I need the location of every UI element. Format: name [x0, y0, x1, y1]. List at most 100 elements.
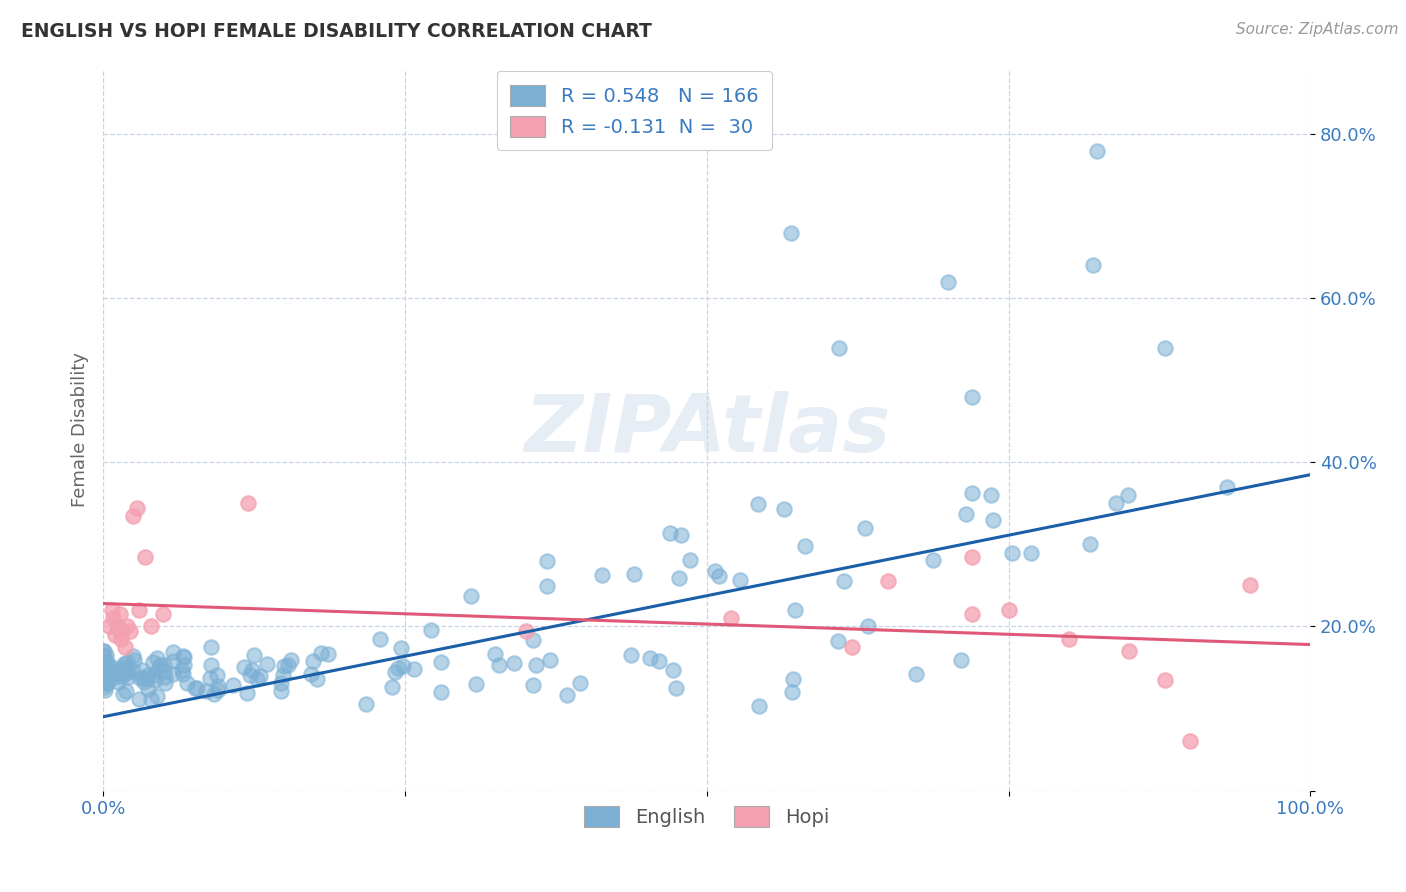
Point	[162, 645, 184, 659]
Point	[430, 685, 453, 699]
Point	[202, 687, 225, 701]
Point	[100, 603, 122, 617]
Point	[136, 681, 159, 696]
Point	[207, 682, 229, 697]
Point	[138, 668, 160, 682]
Point	[96, 655, 118, 669]
Point	[117, 619, 139, 633]
Point	[1118, 488, 1140, 502]
Point	[93, 668, 115, 682]
Point	[172, 667, 194, 681]
Point	[389, 640, 412, 655]
Point	[139, 691, 162, 706]
Point	[273, 659, 295, 673]
Point	[1081, 259, 1104, 273]
Point	[98, 659, 121, 673]
Point	[270, 676, 292, 690]
Point	[207, 679, 229, 693]
Point	[460, 589, 482, 603]
Point	[91, 659, 114, 673]
Point	[239, 668, 262, 682]
Point	[316, 647, 339, 661]
Point	[280, 653, 302, 667]
Point	[110, 632, 132, 646]
Text: ENGLISH VS HOPI FEMALE DISABILITY CORRELATION CHART: ENGLISH VS HOPI FEMALE DISABILITY CORREL…	[21, 22, 652, 41]
Point	[112, 663, 135, 677]
Point	[111, 659, 134, 673]
Point	[1239, 578, 1261, 592]
Point	[142, 668, 165, 682]
Point	[125, 500, 148, 515]
Point	[962, 549, 984, 564]
Point	[148, 663, 170, 677]
Point	[173, 649, 195, 664]
Point	[108, 607, 131, 622]
Point	[1087, 144, 1109, 158]
Point	[93, 650, 115, 665]
Point	[703, 564, 725, 578]
Legend: English, Hopi: English, Hopi	[576, 798, 837, 835]
Point	[638, 651, 661, 665]
Point	[827, 634, 849, 648]
Point	[162, 667, 184, 681]
Point	[515, 624, 537, 638]
Point	[936, 275, 959, 289]
Point	[277, 658, 299, 673]
Point	[117, 669, 139, 683]
Point	[145, 651, 167, 665]
Point	[648, 654, 671, 668]
Point	[107, 674, 129, 689]
Point	[111, 669, 134, 683]
Point	[307, 673, 329, 687]
Point	[1019, 546, 1042, 560]
Point	[720, 611, 742, 625]
Point	[782, 672, 804, 686]
Point	[955, 507, 977, 521]
Point	[780, 226, 803, 240]
Point	[568, 675, 591, 690]
Point	[536, 579, 558, 593]
Point	[960, 485, 983, 500]
Point	[662, 664, 685, 678]
Point	[94, 648, 117, 662]
Point	[555, 689, 578, 703]
Point	[173, 657, 195, 672]
Point	[198, 671, 221, 685]
Text: Source: ZipAtlas.com: Source: ZipAtlas.com	[1236, 22, 1399, 37]
Point	[981, 513, 1004, 527]
Point	[104, 628, 127, 642]
Point	[170, 663, 193, 677]
Point	[94, 674, 117, 689]
Point	[962, 607, 984, 622]
Point	[1118, 644, 1140, 658]
Point	[236, 496, 259, 510]
Point	[392, 658, 415, 673]
Point	[1105, 496, 1128, 510]
Point	[96, 675, 118, 690]
Point	[249, 669, 271, 683]
Point	[232, 660, 254, 674]
Point	[980, 488, 1002, 502]
Point	[669, 528, 692, 542]
Point	[707, 569, 730, 583]
Point	[184, 681, 207, 695]
Point	[122, 664, 145, 678]
Point	[112, 657, 135, 672]
Point	[538, 653, 561, 667]
Point	[387, 661, 409, 675]
Point	[246, 673, 269, 687]
Point	[242, 648, 264, 662]
Point	[921, 553, 943, 567]
Point	[591, 568, 613, 582]
Point	[162, 654, 184, 668]
Point	[93, 644, 115, 658]
Point	[93, 683, 115, 698]
Point	[668, 571, 690, 585]
Point	[96, 676, 118, 690]
Point	[93, 674, 115, 689]
Point	[115, 665, 138, 680]
Point	[122, 508, 145, 523]
Point	[876, 574, 898, 589]
Point	[98, 619, 121, 633]
Point	[132, 671, 155, 685]
